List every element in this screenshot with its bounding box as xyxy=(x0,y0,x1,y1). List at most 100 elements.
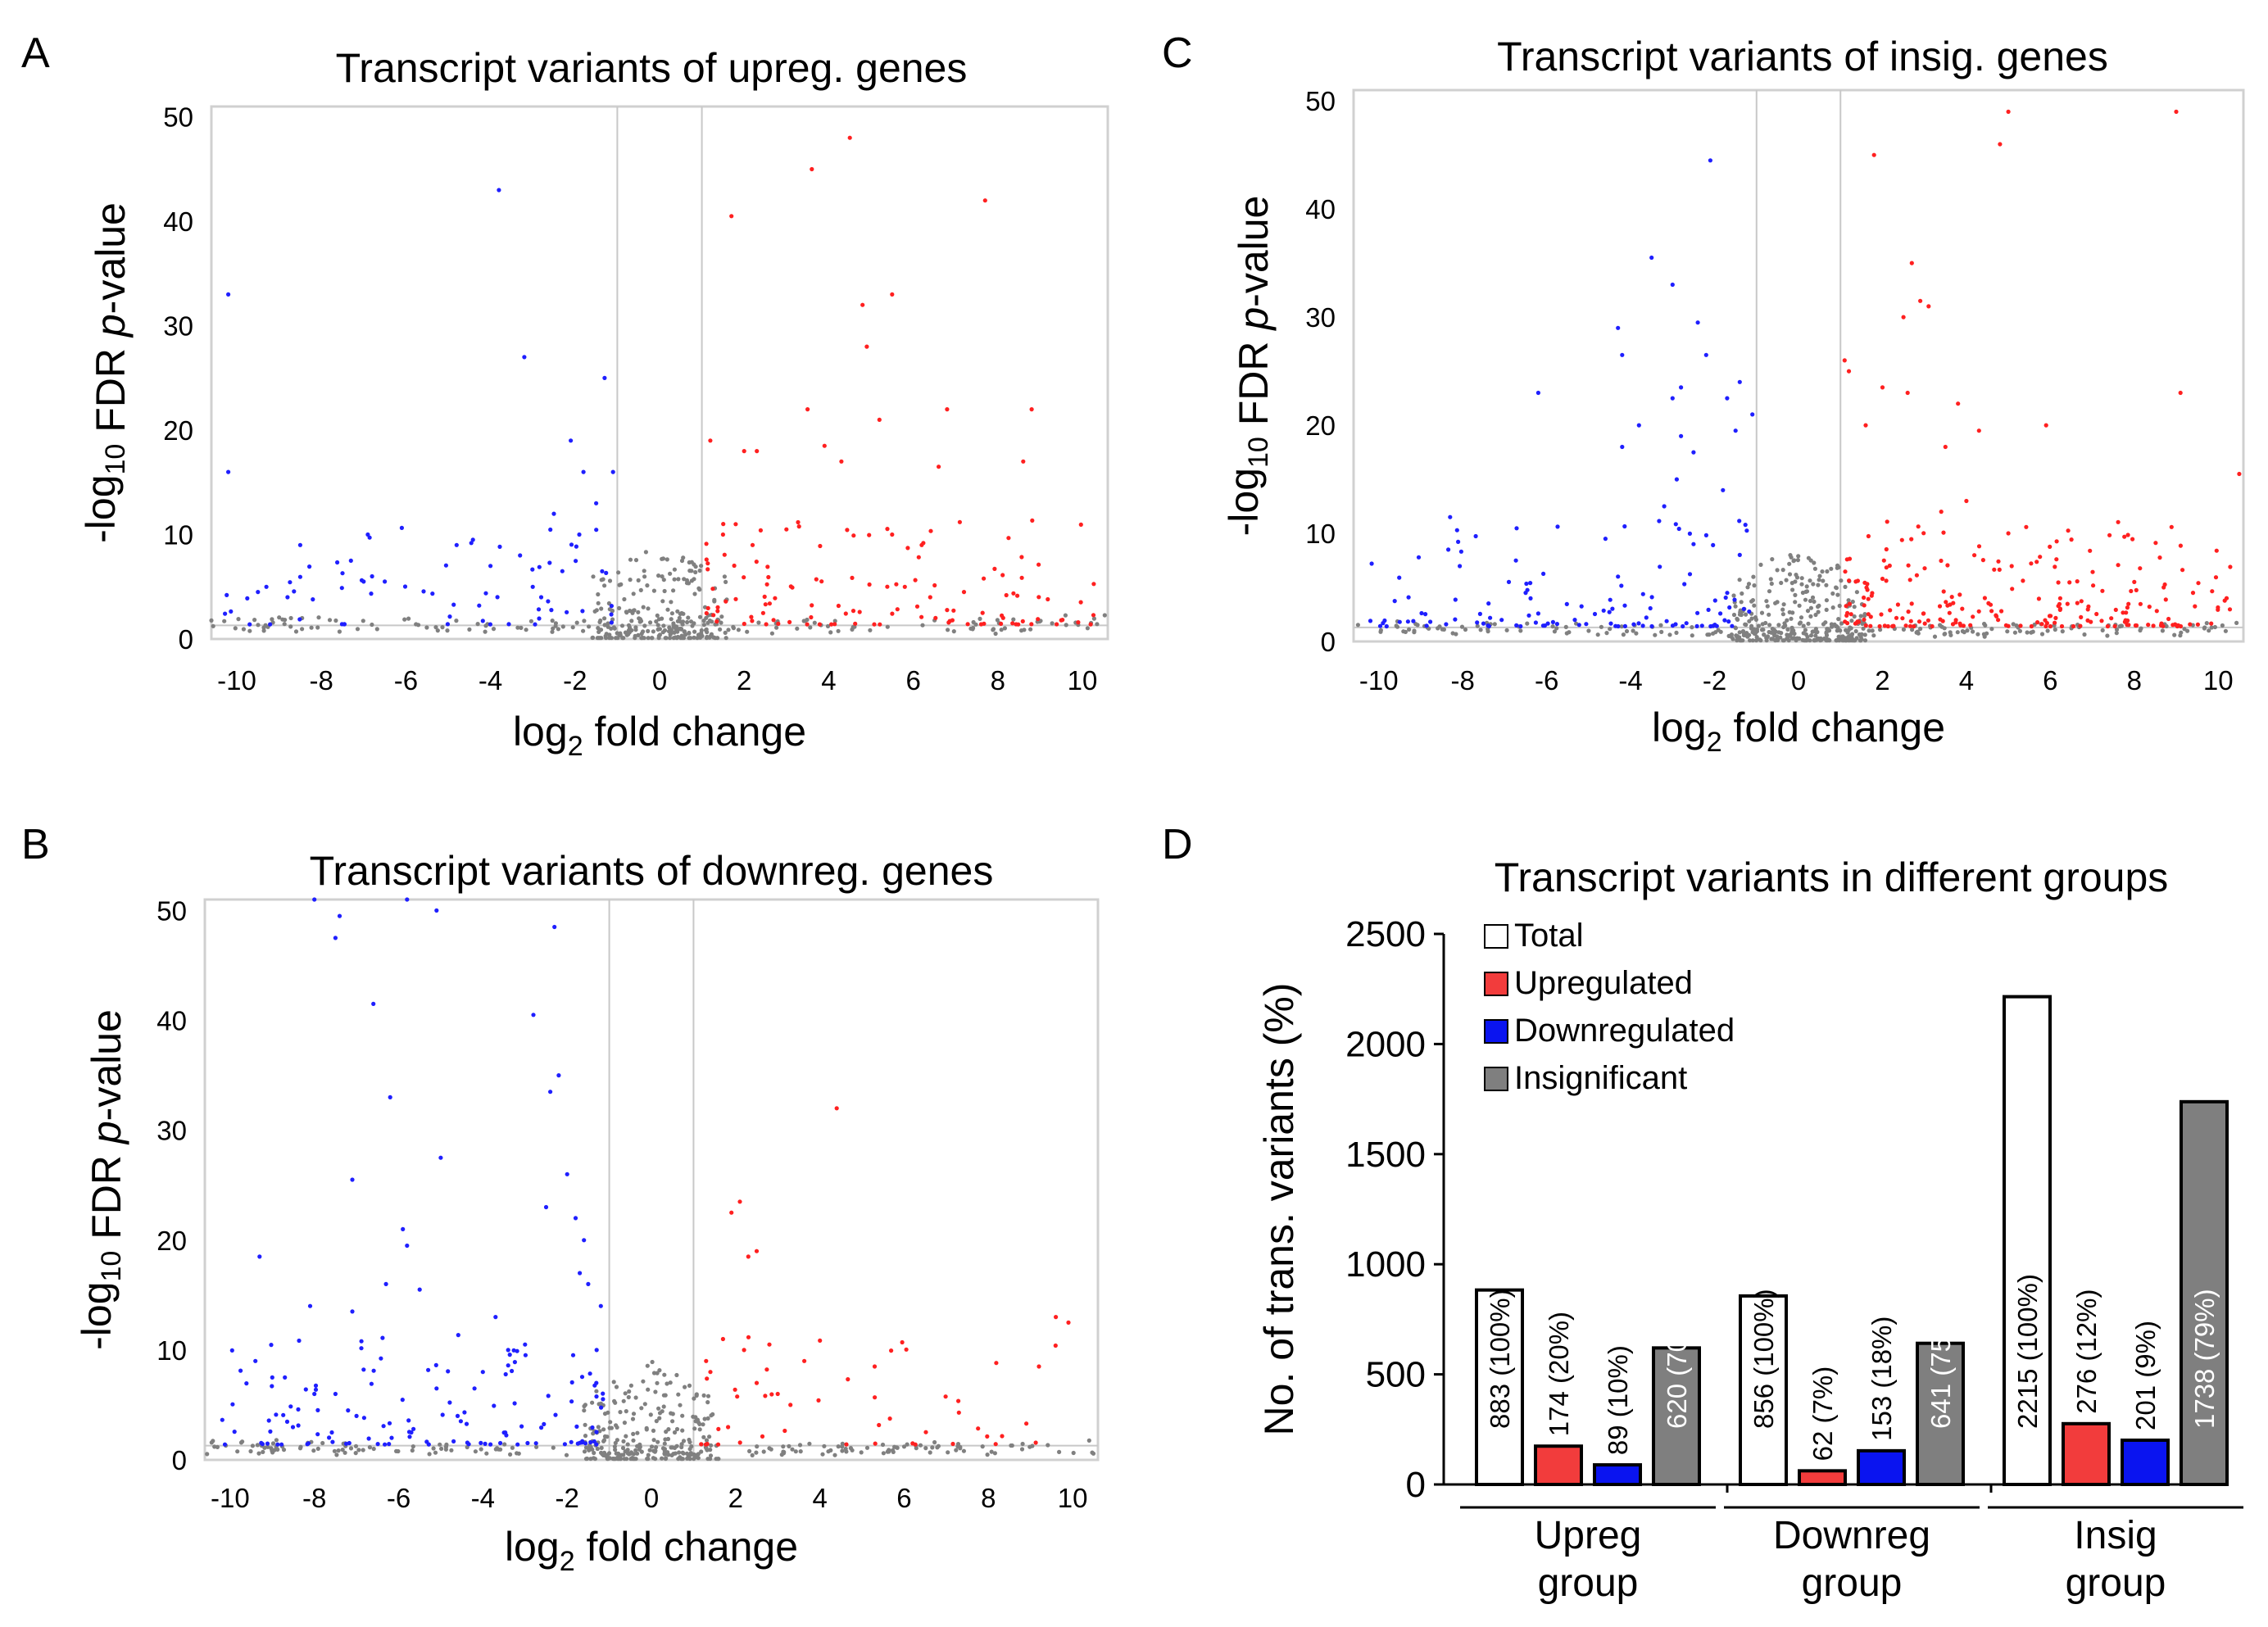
insignificant-point xyxy=(1063,613,1068,618)
downregulated-point xyxy=(1545,621,1550,626)
downregulated-point xyxy=(530,584,535,589)
insignificant-point xyxy=(1552,629,1557,634)
insignificant-point xyxy=(1064,623,1068,628)
upregulated-point xyxy=(2066,528,2071,533)
upregulated-point xyxy=(2006,109,2011,114)
upregulated-point xyxy=(887,1416,892,1421)
downregulated-point xyxy=(369,591,374,596)
insignificant-point xyxy=(973,622,978,627)
insignificant-point xyxy=(332,1448,337,1453)
insignificant-point xyxy=(621,1453,626,1457)
x-tick-label: 2 xyxy=(1875,665,1889,696)
insignificant-point xyxy=(692,629,697,634)
downregulated-point xyxy=(469,541,474,546)
insignificant-point xyxy=(1918,627,1923,632)
downregulated-point xyxy=(447,1400,452,1405)
insignificant-point xyxy=(235,1449,240,1454)
upregulated-point xyxy=(2078,623,2083,628)
insignificant-point xyxy=(1791,636,1797,641)
insignificant-point xyxy=(1852,605,1857,610)
downregulated-point xyxy=(495,595,500,600)
downregulated-point xyxy=(1406,595,1411,600)
insignificant-point xyxy=(288,624,293,629)
insignificant-point xyxy=(297,1446,303,1451)
insignificant-point xyxy=(626,1394,631,1400)
downregulated-point xyxy=(498,1440,503,1446)
x-tick-label: -6 xyxy=(1535,665,1558,696)
downregulated-point xyxy=(598,1303,603,1308)
downregulated-point xyxy=(546,1394,551,1398)
upregulated-point xyxy=(805,407,810,412)
insignificant-point xyxy=(797,1443,803,1448)
upregulated-point xyxy=(710,587,715,591)
downregulated-point xyxy=(577,532,582,537)
upregulated-point xyxy=(1926,304,1931,309)
upregulated-point xyxy=(1976,428,1981,433)
downregulated-point xyxy=(492,1403,497,1408)
insignificant-point xyxy=(2202,625,2207,630)
insignificant-point xyxy=(616,1451,621,1456)
upregulated-point xyxy=(1091,582,1096,587)
upregulated-point xyxy=(961,590,967,595)
insignificant-point xyxy=(1830,591,1835,596)
y-tick-label: 40 xyxy=(1305,194,1336,224)
insignificant-point xyxy=(978,616,982,622)
insignificant-point xyxy=(703,1445,709,1450)
upregulated-point xyxy=(1949,595,1954,600)
x-tick-label: -8 xyxy=(1451,665,1475,696)
downregulated-point xyxy=(462,1410,467,1415)
x-tick-label: -6 xyxy=(387,1483,411,1513)
insignificant-point xyxy=(632,1457,637,1462)
insignificant-point xyxy=(621,1398,626,1403)
insignificant-point xyxy=(1759,610,1765,615)
upregulated-point xyxy=(2116,519,2121,524)
insignificant-point xyxy=(693,569,698,575)
insignificant-point xyxy=(590,1400,595,1405)
insignificant-point xyxy=(782,1449,787,1455)
insignificant-point xyxy=(1836,634,1841,639)
insignificant-point xyxy=(1504,628,1509,632)
insignificant-point xyxy=(1730,637,1735,641)
plot-frame-c xyxy=(1352,88,2245,643)
chart-title-b: Transcript variants of downreg. genes xyxy=(310,848,994,894)
insignificant-point xyxy=(1415,623,1420,628)
insignificant-point xyxy=(1989,627,1994,632)
downregulated-point xyxy=(1644,615,1649,620)
insignificant-point xyxy=(662,1441,667,1446)
insignificant-point xyxy=(1737,578,1742,582)
insignificant-point xyxy=(1826,628,1832,633)
insignificant-point xyxy=(433,1450,438,1455)
upregulated-point xyxy=(1895,602,1900,607)
upregulated-point xyxy=(1964,498,1969,504)
downregulated-point xyxy=(548,527,553,533)
insignificant-point xyxy=(1753,638,1759,643)
insignificant-point xyxy=(2082,632,2087,637)
downregulated-point xyxy=(497,188,501,193)
downregulated-point xyxy=(1524,581,1529,587)
downregulated-point xyxy=(525,1440,530,1446)
downregulated-point xyxy=(1737,379,1742,384)
upregulated-point xyxy=(1076,620,1081,625)
insignificant-point xyxy=(602,623,607,628)
legend-swatch-upregulated xyxy=(1484,972,1508,996)
downregulated-point xyxy=(1674,477,1679,482)
insignificant-point xyxy=(781,1444,786,1449)
insignificant-point xyxy=(1878,628,1883,632)
upregulated-point xyxy=(2099,619,2104,623)
upregulated-point xyxy=(1088,622,1093,627)
insignificant-point xyxy=(989,1449,994,1454)
downregulated-point xyxy=(1392,599,1397,604)
insignificant-point xyxy=(1823,620,1828,625)
upregulated-point xyxy=(1914,573,1919,578)
upregulated-point xyxy=(2059,623,2065,629)
insignificant-point xyxy=(674,1443,679,1448)
downregulated-point xyxy=(1622,623,1627,629)
downregulated-point xyxy=(296,1407,301,1412)
insignificant-point xyxy=(1403,629,1408,635)
x-tick-label: -2 xyxy=(555,1483,578,1513)
insignificant-point xyxy=(1835,628,1839,633)
insignificant-point xyxy=(636,578,641,583)
insignificant-point xyxy=(660,1456,665,1461)
insignificant-point xyxy=(635,1430,640,1435)
bar-value-label: 620 (70%) xyxy=(1662,1304,1692,1429)
